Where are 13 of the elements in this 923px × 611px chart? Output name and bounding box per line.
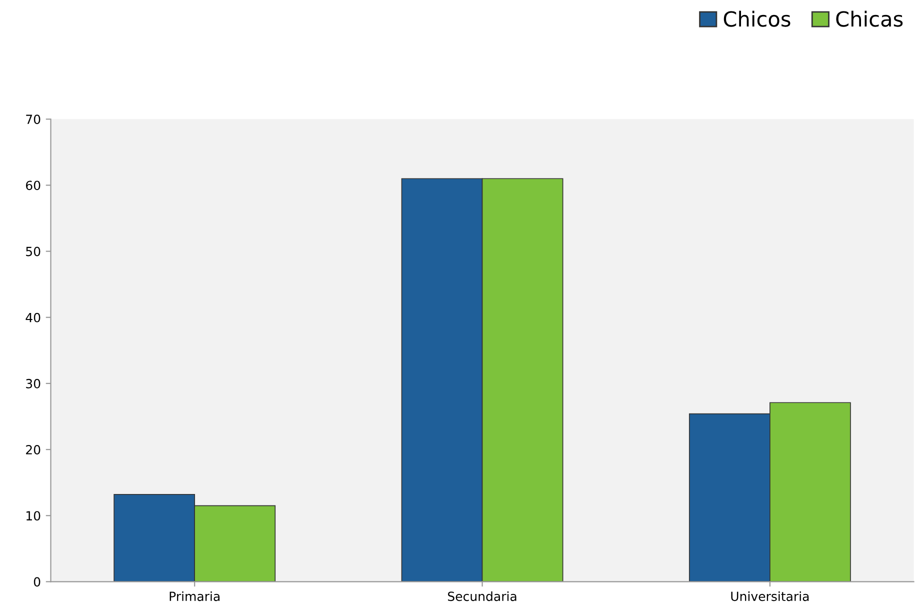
y-tick-label: 50 [26,246,40,256]
x-tick-label: Universitaria [731,591,809,602]
legend-label: Chicos [724,10,790,27]
legend-label: Chicas [836,10,903,27]
y-tick-label: 0 [34,577,40,587]
y-tick-label: 20 [26,444,40,454]
y-tick-label: 60 [26,180,40,190]
y-tick-label: 40 [26,312,40,322]
y-tick-label: 30 [26,378,40,388]
y-tick-label: 70 [26,114,40,124]
y-tick-label: 10 [26,511,40,521]
x-tick-label: Primaria [170,591,220,602]
x-tick-label: Secundaria [448,591,516,602]
